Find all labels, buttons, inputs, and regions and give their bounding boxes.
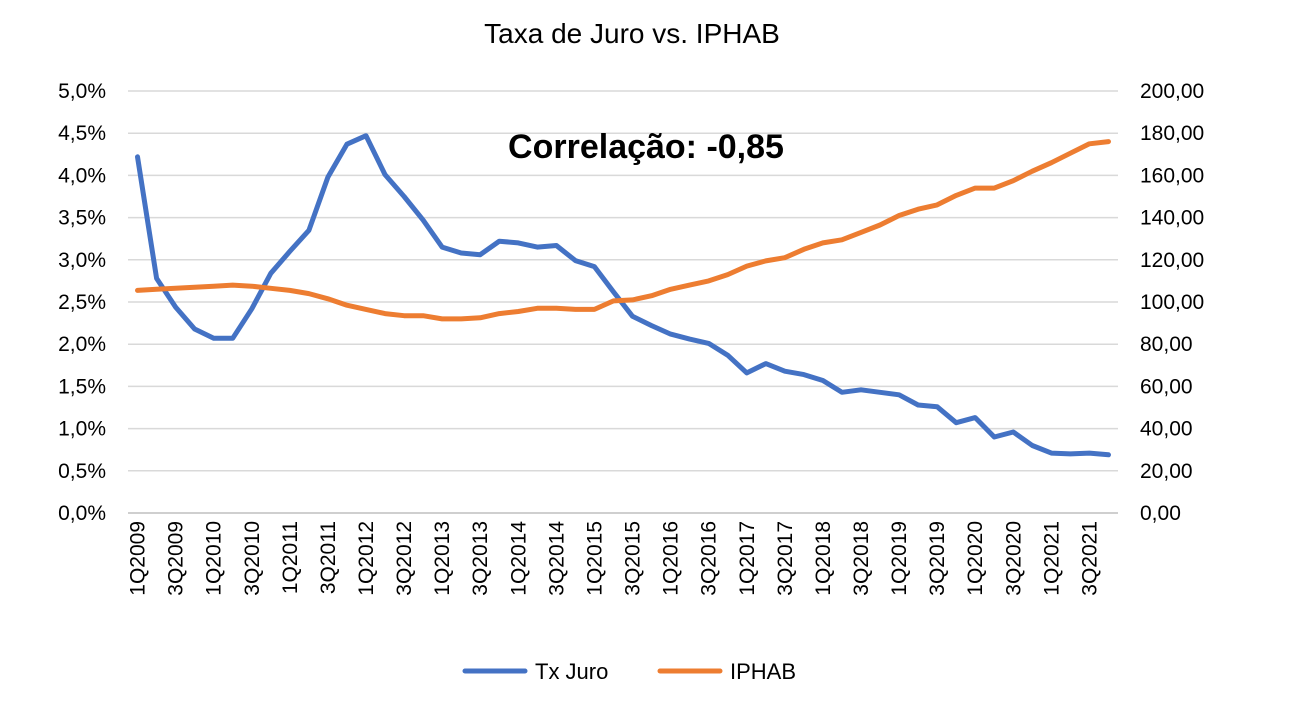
x-axis-tick-label: 1Q2010	[203, 521, 226, 596]
right-axis-tick-label: 200,00	[1140, 80, 1204, 103]
x-axis-tick-label: 1Q2014	[507, 521, 530, 596]
left-axis-tick-label: 4,5%	[58, 122, 106, 145]
x-axis-tick-label: 3Q2012	[393, 521, 416, 596]
right-axis-tick-label: 40,00	[1140, 418, 1193, 441]
left-axis-tick-label: 0,5%	[58, 460, 106, 483]
legend: Tx Juro IPHAB	[462, 659, 796, 684]
left-axis-tick-label: 1,5%	[58, 375, 106, 398]
x-axis: 1Q2009 3Q2009 1Q2010 3Q2010 1Q2011 3Q2011 1Q20…	[127, 521, 1102, 596]
right-y-axis: 0,00 20,00 40,00 60,00 80,00 100,00 120,00 140,…	[1140, 80, 1204, 525]
legend-label: Tx Juro	[535, 659, 608, 684]
right-axis-tick-label: 100,00	[1140, 291, 1204, 314]
right-axis-tick-label: 20,00	[1140, 460, 1193, 483]
x-axis-tick-label: 3Q2010	[241, 521, 264, 596]
x-axis-tick-label: 1Q2013	[431, 521, 454, 596]
x-axis-tick-label: 3Q2015	[622, 521, 645, 596]
x-axis-tick-label: 1Q2009	[127, 521, 150, 596]
right-axis-tick-label: 160,00	[1140, 164, 1204, 187]
series-line-iphab	[135, 139, 1111, 322]
x-axis-tick-label: 3Q2020	[1002, 521, 1025, 596]
left-axis-tick-label: 5,0%	[58, 80, 106, 103]
legend-item-iphab: IPHAB	[657, 659, 796, 684]
right-axis-tick-label: 120,00	[1140, 249, 1204, 272]
x-axis-tick-label: 1Q2021	[1040, 521, 1063, 596]
legend-label: IPHAB	[730, 659, 796, 684]
right-axis-tick-label: 180,00	[1140, 122, 1204, 145]
left-axis-tick-label: 2,5%	[58, 291, 106, 314]
x-axis-tick-label: 1Q2017	[736, 521, 759, 596]
left-axis-tick-label: 0,0%	[58, 502, 106, 525]
left-axis-tick-label: 3,5%	[58, 207, 106, 230]
left-axis-tick-label: 4,0%	[58, 164, 106, 187]
left-axis-tick-label: 3,0%	[58, 249, 106, 272]
x-axis-tick-label: 1Q2012	[355, 521, 378, 596]
x-axis-tick-label: 1Q2018	[812, 521, 835, 596]
x-axis-tick-label: 3Q2021	[1078, 521, 1101, 596]
left-axis-tick-label: 1,0%	[58, 418, 106, 441]
series-line-tx-juro	[135, 133, 1111, 458]
x-axis-tick-label: 3Q2013	[469, 521, 492, 596]
x-axis-tick-label: 3Q2009	[165, 521, 188, 596]
left-y-axis: 0,0% 0,5% 1,0% 1,5% 2,0% 2,5% 3,0% 3,5% 4,0% 4,5%…	[58, 80, 106, 525]
x-axis-tick-label: 1Q2019	[888, 521, 911, 596]
x-axis-tick-label: 1Q2016	[660, 521, 683, 596]
x-axis-tick-label: 3Q2016	[698, 521, 721, 596]
x-axis-tick-label: 3Q2011	[317, 521, 340, 594]
x-axis-tick-label: 1Q2020	[964, 521, 987, 596]
right-axis-tick-label: 60,00	[1140, 375, 1193, 398]
x-axis-tick-label: 3Q2014	[545, 521, 568, 596]
x-axis-tick-label: 1Q2015	[583, 521, 606, 596]
series-lines	[135, 133, 1111, 458]
legend-item-tx-juro: Tx Juro	[462, 659, 608, 684]
right-axis-tick-label: 80,00	[1140, 333, 1193, 356]
right-axis-tick-label: 140,00	[1140, 207, 1204, 230]
correlation-annotation: Correlação: -0,85	[508, 128, 784, 166]
chart-title: Taxa de Juro vs. IPHAB	[484, 18, 780, 49]
left-axis-tick-label: 2,0%	[58, 333, 106, 356]
x-axis-tick-label: 3Q2017	[774, 521, 797, 596]
x-axis-tick-label: 3Q2018	[850, 521, 873, 596]
x-axis-tick-label: 3Q2019	[926, 521, 949, 596]
x-axis-tick-label: 1Q2011	[279, 521, 302, 594]
right-axis-tick-label: 0,00	[1140, 502, 1181, 525]
